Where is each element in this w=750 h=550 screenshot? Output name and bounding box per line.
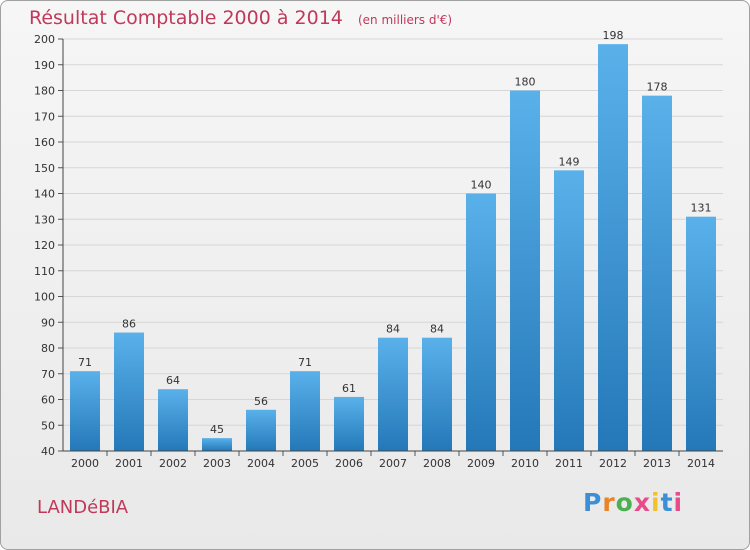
data-label: 180 bbox=[515, 76, 536, 89]
x-axis-ticks: 2000 2001 2002 2003 2004 2005 2006 2007 2008 2009… bbox=[71, 451, 715, 470]
data-label: 84 bbox=[386, 323, 400, 336]
logo-letter: x bbox=[633, 488, 651, 517]
x-tick-label: 2006 bbox=[335, 457, 363, 470]
bar bbox=[466, 193, 496, 451]
x-tick-label: 2004 bbox=[247, 457, 275, 470]
data-label: 131 bbox=[691, 202, 712, 215]
bar bbox=[378, 337, 408, 451]
bar bbox=[114, 332, 144, 451]
bar bbox=[598, 44, 628, 452]
data-label: 45 bbox=[210, 423, 224, 436]
x-tick-label: 2009 bbox=[467, 457, 495, 470]
y-tick-label: 110 bbox=[34, 265, 55, 278]
bar bbox=[554, 170, 584, 451]
bar bbox=[686, 216, 716, 451]
data-labels: 71 86 64 45 56 71 61 84 84 140 180 149 198 178 131 bbox=[78, 29, 712, 436]
logo-letter: i bbox=[673, 488, 684, 517]
y-tick-label: 140 bbox=[34, 188, 55, 201]
bar bbox=[70, 371, 100, 451]
y-tick-label: 40 bbox=[41, 445, 55, 458]
chart-unit: (en milliers d'€) bbox=[357, 13, 453, 27]
bar bbox=[246, 409, 276, 451]
y-tick-label: 60 bbox=[41, 394, 55, 407]
data-label: 71 bbox=[298, 356, 312, 369]
logo-letter: i bbox=[651, 488, 661, 517]
y-tick-label: 150 bbox=[34, 162, 55, 175]
proxiti-logo[interactable]: Proxiti bbox=[583, 488, 683, 517]
logo-letter: r bbox=[602, 488, 616, 517]
y-tick-label: 90 bbox=[41, 316, 55, 329]
x-tick-label: 2007 bbox=[379, 457, 407, 470]
x-tick-label: 2011 bbox=[555, 457, 583, 470]
x-tick-label: 2014 bbox=[687, 457, 715, 470]
data-label: 64 bbox=[166, 374, 180, 387]
logo-letter: o bbox=[615, 488, 634, 517]
x-tick-label: 2013 bbox=[643, 457, 671, 470]
y-tick-label: 100 bbox=[34, 291, 55, 304]
y-tick-label: 200 bbox=[34, 33, 55, 46]
y-tick-label: 120 bbox=[34, 239, 55, 252]
data-label: 86 bbox=[122, 318, 136, 331]
logo-letter: P bbox=[583, 488, 603, 517]
chart-title-block: Résultat Comptable 2000 à 2014 (en milli… bbox=[29, 7, 452, 29]
y-tick-label: 50 bbox=[41, 419, 55, 432]
data-label: 140 bbox=[471, 179, 492, 192]
bar bbox=[202, 438, 232, 451]
x-tick-label: 2003 bbox=[203, 457, 231, 470]
bar bbox=[334, 396, 364, 451]
data-label: 178 bbox=[647, 81, 668, 94]
y-tick-label: 180 bbox=[34, 85, 55, 98]
y-tick-label: 130 bbox=[34, 213, 55, 226]
x-tick-label: 2008 bbox=[423, 457, 451, 470]
data-label: 56 bbox=[254, 395, 268, 408]
y-tick-label: 160 bbox=[34, 136, 55, 149]
y-axis-ticks: 40 50 60 70 80 90 100 110 120 130 140 150 160 170 180 1… bbox=[34, 33, 63, 458]
y-tick-label: 190 bbox=[34, 59, 55, 72]
bar bbox=[510, 90, 540, 451]
bar bbox=[642, 95, 672, 452]
axes bbox=[62, 39, 723, 452]
data-label: 61 bbox=[342, 382, 356, 395]
bar bbox=[422, 337, 452, 451]
bar bbox=[158, 389, 188, 451]
y-tick-label: 80 bbox=[41, 342, 55, 355]
x-tick-label: 2010 bbox=[511, 457, 539, 470]
chart-title: Résultat Comptable 2000 à 2014 bbox=[29, 7, 343, 29]
x-tick-label: 2001 bbox=[115, 457, 143, 470]
y-tick-label: 170 bbox=[34, 110, 55, 123]
x-tick-label: 2012 bbox=[599, 457, 627, 470]
x-tick-label: 2002 bbox=[159, 457, 187, 470]
bars bbox=[70, 44, 716, 452]
town-name: LANDéBIA bbox=[37, 497, 129, 518]
data-label: 149 bbox=[559, 155, 580, 168]
data-label: 84 bbox=[430, 323, 444, 336]
bar bbox=[290, 371, 320, 451]
x-tick-label: 2005 bbox=[291, 457, 319, 470]
y-tick-label: 70 bbox=[41, 368, 55, 381]
data-label: 71 bbox=[78, 356, 92, 369]
data-label: 198 bbox=[603, 29, 624, 42]
logo-letter: t bbox=[660, 488, 674, 517]
x-tick-label: 2000 bbox=[71, 457, 99, 470]
